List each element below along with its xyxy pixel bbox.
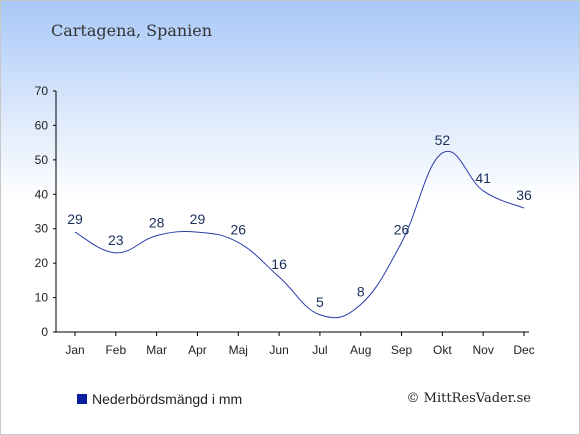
x-tick-label: Aug [350, 343, 371, 357]
data-label: 52 [435, 132, 451, 148]
legend: Nederbördsmängd i mm [77, 391, 242, 407]
data-label: 23 [108, 232, 124, 248]
data-label: 26 [230, 221, 246, 237]
legend-swatch [77, 394, 87, 404]
series-line [74, 150, 525, 319]
data-label: 16 [271, 256, 287, 272]
x-tick-label: Apr [188, 343, 207, 357]
y-tick-label: 60 [35, 118, 49, 132]
y-tick-label: 0 [41, 325, 48, 339]
data-label: 28 [149, 215, 165, 231]
y-tick-label: 30 [35, 222, 49, 236]
x-tick-label: Dec [513, 343, 534, 357]
y-tick-label: 20 [35, 256, 49, 270]
x-tick-label: Maj [229, 343, 248, 357]
chart-title: Cartagena, Spanien [51, 21, 213, 40]
data-label: 29 [190, 211, 206, 227]
x-tick-label: Okt [433, 343, 452, 357]
x-tick-label: Feb [105, 343, 126, 357]
y-tick-label: 40 [35, 187, 49, 201]
data-label: 29 [67, 211, 83, 227]
x-tick-label: Jan [65, 343, 84, 357]
data-label: 8 [357, 283, 365, 299]
x-tick-label: Jul [312, 343, 327, 357]
data-label: 26 [394, 221, 410, 237]
y-tick-label: 70 [35, 84, 49, 98]
credit-text: © MittResVader.se [406, 391, 531, 406]
y-tick-label: 10 [35, 291, 49, 305]
data-label: 36 [516, 187, 532, 203]
x-tick-label: Jun [269, 343, 288, 357]
legend-label: Nederbördsmängd i mm [92, 391, 243, 407]
data-label: 41 [475, 170, 491, 186]
y-tick-label: 50 [35, 153, 49, 167]
x-tick-label: Nov [473, 343, 494, 357]
data-label: 5 [316, 294, 324, 310]
x-tick-label: Sep [391, 343, 413, 357]
x-tick-label: Mar [146, 343, 167, 357]
